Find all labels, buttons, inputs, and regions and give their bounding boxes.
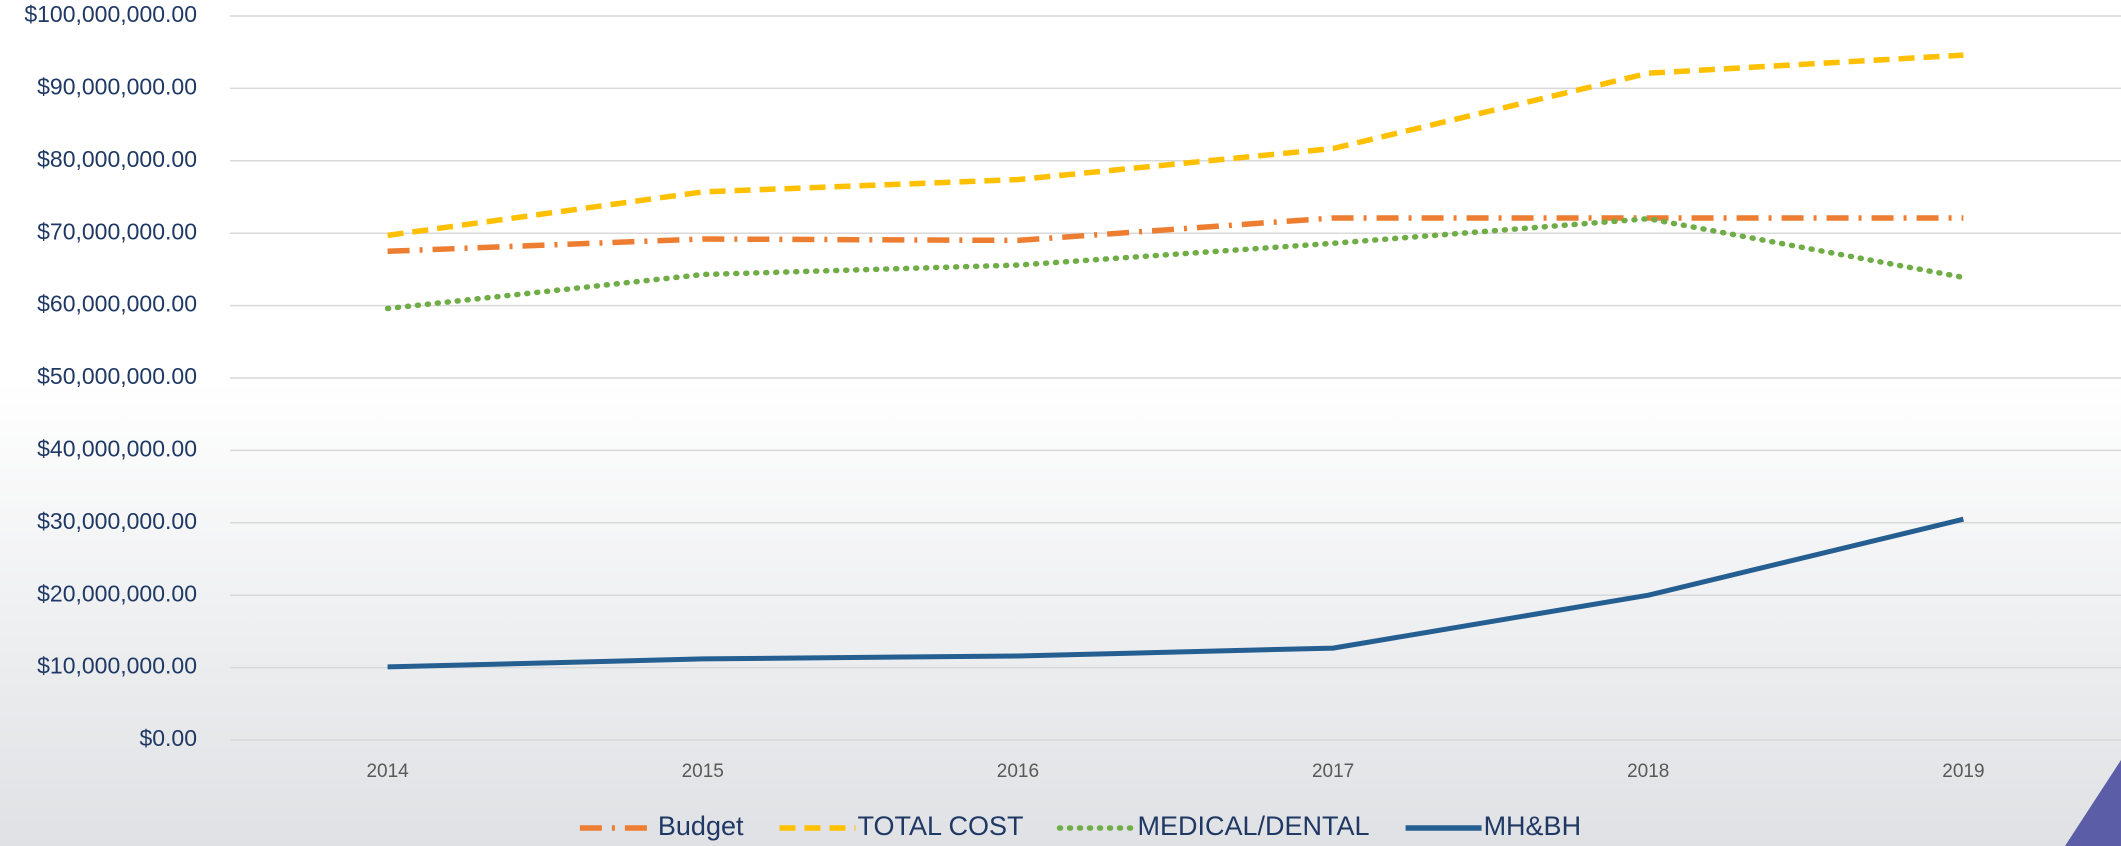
y-tick-label: $20,000,000.00: [37, 580, 197, 606]
legend-label: Budget: [658, 811, 744, 841]
corner-decoration: [2065, 760, 2121, 846]
legend-item: Budget: [579, 811, 744, 841]
y-tick-label: $10,000,000.00: [37, 653, 197, 679]
y-tick-label: $60,000,000.00: [37, 291, 197, 317]
plot-area: [384, 52, 1967, 670]
y-tick-label: $40,000,000.00: [37, 435, 197, 461]
y-tick-label: $100,000,000.00: [24, 1, 197, 27]
series-line: [387, 215, 1964, 255]
y-tick-label: $70,000,000.00: [37, 218, 197, 244]
y-tick-label: $50,000,000.00: [37, 363, 197, 389]
x-tick-label: 2017: [1312, 761, 1354, 782]
grid: $0.00 $10,000,000.00 $20,000,000.00 $30,000…: [24, 1, 2121, 782]
legend: Budget TOTAL COST MEDICAL/DENTAL MH&BH: [579, 811, 1582, 841]
y-tick-label: $80,000,000.00: [37, 146, 197, 172]
series-line: [384, 215, 1967, 312]
y-tick-label: $90,000,000.00: [37, 73, 197, 99]
x-tick-label: 2018: [1627, 761, 1669, 782]
legend-item: MEDICAL/DENTAL: [1056, 811, 1370, 841]
legend-label: TOTAL COST: [857, 811, 1023, 841]
series-line: [387, 52, 1964, 239]
legend-label: MEDICAL/DENTAL: [1138, 811, 1370, 841]
legend-label: MH&BH: [1484, 811, 1582, 841]
x-tick-label: 2014: [366, 761, 409, 782]
y-tick-label: $30,000,000.00: [37, 508, 197, 534]
legend-item: MH&BH: [1405, 811, 1582, 841]
series-line: [387, 516, 1964, 670]
x-tick-label: 2015: [682, 761, 724, 782]
y-tick-label: $0.00: [139, 725, 197, 751]
x-tick-label: 2019: [1942, 761, 1984, 782]
x-tick-label: 2016: [997, 761, 1039, 782]
legend-item: TOTAL COST: [779, 811, 1024, 841]
